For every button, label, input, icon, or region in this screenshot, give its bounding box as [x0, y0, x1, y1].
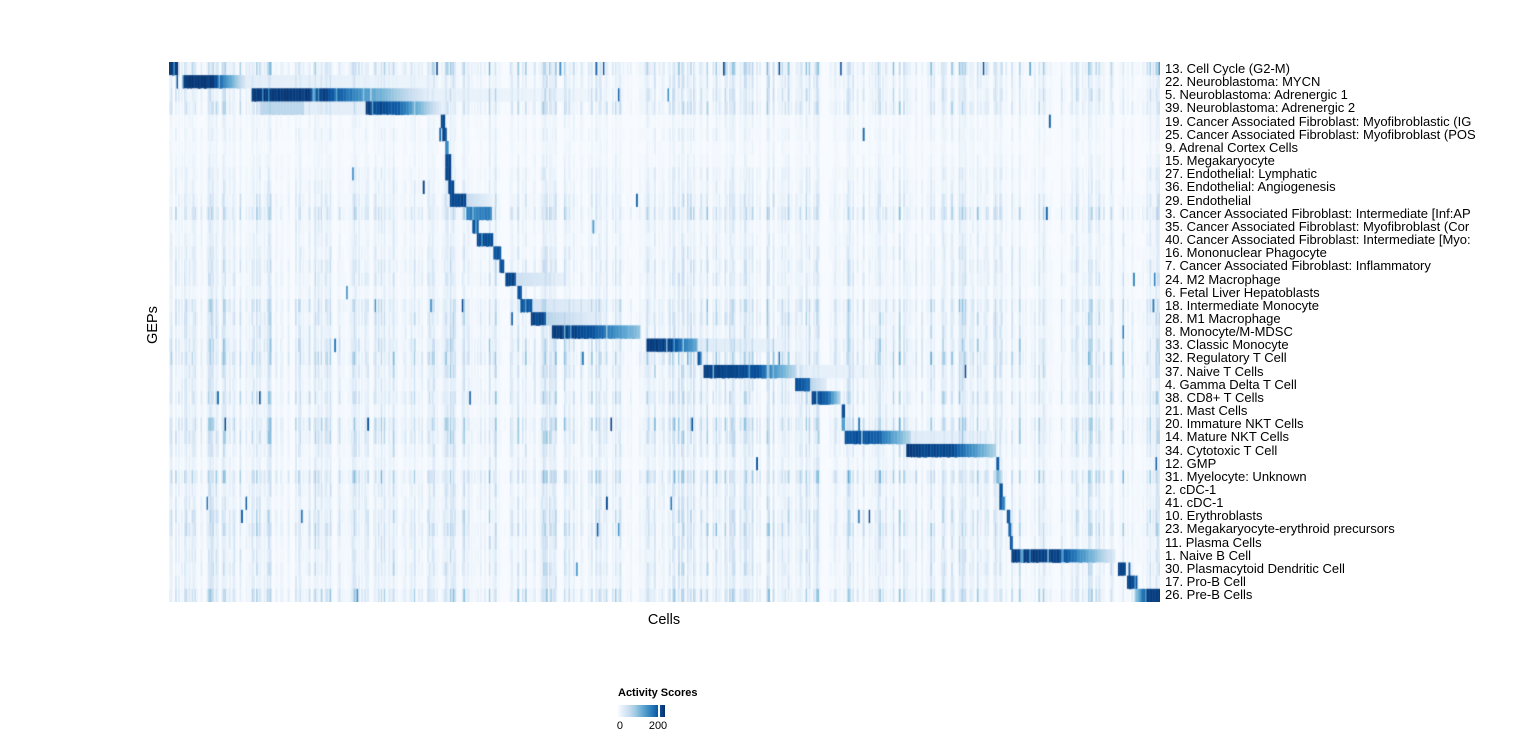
heatmap-canvas [169, 62, 1160, 602]
row-label: 30. Plasmacytoid Dendritic Cell [1165, 560, 1345, 576]
row-label: 21. Mast Cells [1165, 403, 1248, 419]
row-label: 40. Cancer Associated Fibroblast: Interm… [1165, 232, 1471, 248]
colorbar-tick-mark [658, 705, 660, 717]
y-axis-label: GEPs [145, 306, 161, 344]
row-label: 7. Cancer Associated Fibroblast: Inflamm… [1165, 258, 1431, 274]
row-label: 23. Megakaryocyte-erythroid precursors [1165, 521, 1395, 537]
row-label: 1. Naive B Cell [1165, 547, 1251, 563]
row-label: 20. Immature NKT Cells [1165, 416, 1304, 432]
row-label: 24. M2 Macrophage [1165, 271, 1281, 287]
heatmap [169, 62, 1160, 602]
row-label: 19. Cancer Associated Fibroblast: Myofib… [1165, 113, 1472, 129]
row-labels: 13. Cell Cycle (G2-M) 22. Neuroblastoma: … [1165, 62, 1540, 603]
row-label: 34. Cytotoxic T Cell [1165, 442, 1278, 458]
row-label: 17. Pro-B Cell [1165, 574, 1246, 590]
row-label: 4. Gamma Delta T Cell [1165, 376, 1297, 392]
colorbar-min-label: 0 [616, 720, 623, 732]
row-label: 12. GMP [1165, 455, 1217, 471]
colorbar-max-label: 200 [648, 720, 668, 732]
row-label: 41. cDC-1 [1165, 495, 1224, 511]
row-label: 26. Pre-B Cells [1165, 587, 1253, 603]
row-label: 9. Adrenal Cortex Cells [1165, 139, 1298, 155]
row-label: 11. Plasma Cells [1165, 534, 1262, 550]
row-label: 25. Cancer Associated Fibroblast: Myofib… [1165, 126, 1476, 142]
row-label: 5. Neuroblastoma: Adrenergic 1 [1165, 87, 1348, 103]
row-label: 16. Mononuclear Phagocyte [1165, 245, 1327, 261]
row-label: 36. Endothelial: Angiogenesis [1165, 179, 1336, 195]
row-label: 27. Endothelial: Lymphatic [1165, 166, 1318, 182]
row-label: 33. Classic Monocyte [1165, 337, 1289, 353]
row-label: 6. Fetal Liver Hepatoblasts [1165, 284, 1320, 300]
row-label: 22. Neuroblastoma: MYCN [1165, 74, 1321, 90]
row-label: 29. Endothelial [1165, 192, 1252, 208]
row-label: 32. Regulatory T Cell [1165, 350, 1287, 366]
row-label: 37. Naive T Cells [1165, 363, 1264, 379]
row-label: 28. M1 Macrophage [1165, 310, 1281, 326]
row-label: 2. cDC-1 [1165, 482, 1217, 497]
row-label: 31. Myelocyte: Unknown [1165, 468, 1307, 484]
row-label: 8. Monocyte/M-MDSC [1165, 324, 1293, 340]
colorbar-legend: Activity Scores 0 200 [616, 687, 738, 734]
row-label: 13. Cell Cycle (G2-M) [1165, 62, 1290, 76]
row-label: 3. Cancer Associated Fibroblast: Interme… [1165, 205, 1471, 221]
row-label: 18. Intermediate Monocyte [1165, 297, 1319, 313]
row-label: 10. Erythroblasts [1165, 508, 1263, 524]
row-label: 39. Neuroblastoma: Adrenergic 2 [1165, 100, 1356, 116]
row-label: 38. CD8+ T Cells [1165, 389, 1264, 405]
colorbar-tick-labels: 0 200 [616, 720, 738, 734]
row-label: 35. Cancer Associated Fibroblast: Myofib… [1165, 218, 1470, 234]
row-label: 15. Megakaryocyte [1165, 153, 1275, 169]
colorbar-gradient [618, 705, 665, 717]
x-axis-label: Cells [647, 612, 681, 628]
row-label: 14. Mature NKT Cells [1165, 429, 1290, 445]
colorbar-title: Activity Scores [618, 687, 698, 699]
